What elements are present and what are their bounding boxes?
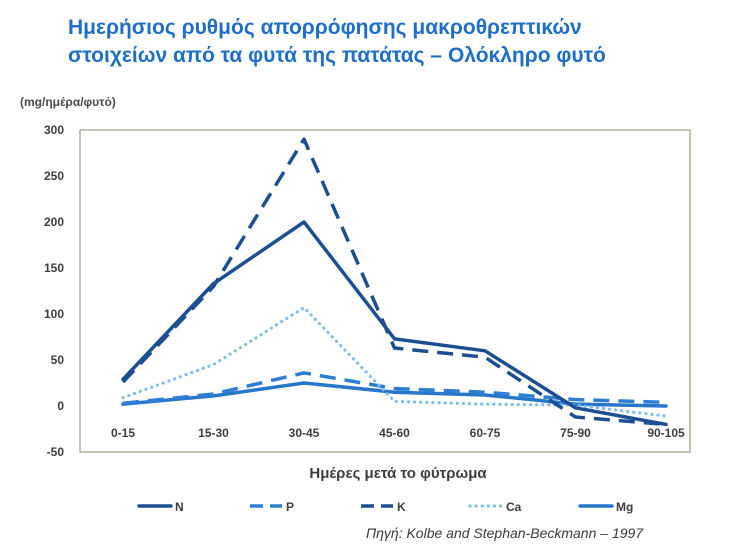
legend-label-n: N <box>175 500 184 514</box>
x-tick-label: 30-45 <box>289 426 320 440</box>
legend-label-p: P <box>286 500 294 514</box>
series-line-p <box>122 371 667 405</box>
y-tick-label: 0 <box>57 399 64 413</box>
y-tick-label: 200 <box>44 215 64 229</box>
series-line-k <box>121 137 667 427</box>
x-tick-label: 75-90 <box>560 426 591 440</box>
x-tick-label: 60-75 <box>470 426 501 440</box>
source-note: Πηγή: Kolbe and Stephan-Beckmann – 1997 <box>366 525 644 541</box>
x-tick-label: 90-105 <box>647 426 685 440</box>
y-tick-label: 50 <box>51 353 65 367</box>
chart-title-line-2: στοιχείων από τα φυτά της πατάτας – Ολόκ… <box>68 44 606 67</box>
y-tick-label: 250 <box>44 169 64 183</box>
series-line-ca <box>121 305 668 418</box>
x-tick-label: 45-60 <box>379 426 410 440</box>
y-tick-label: -50 <box>47 445 65 459</box>
x-tick-label: 0-15 <box>111 426 135 440</box>
legend-item-p: P <box>250 500 294 514</box>
legend-label-k: K <box>397 500 406 514</box>
x-axis-label: Ημέρες μετά το φύτρωμα <box>309 465 487 482</box>
y-axis-label: (mg/ημέρα/φυτό) <box>20 95 116 109</box>
legend-item-n: N <box>137 500 184 514</box>
legend-label-mg: Mg <box>616 500 633 514</box>
series-line-mg <box>121 381 668 408</box>
y-tick-label: 300 <box>44 123 64 137</box>
legend-item-ca: Ca <box>468 500 522 514</box>
x-tick-label: 15-30 <box>198 426 229 440</box>
plot-frame <box>79 129 691 453</box>
legend-label-ca: Ca <box>506 500 522 514</box>
legend-item-k: K <box>361 500 406 514</box>
chart-title: Ημερήσιος ρυθμός απορρόφησης μακροθρεπτι… <box>68 14 718 70</box>
chart-title-line-1: Ημερήσιος ρυθμός απορρόφησης μακροθρεπτι… <box>68 16 582 39</box>
y-tick-label: 150 <box>44 261 64 275</box>
legend-item-mg: Mg <box>578 500 633 514</box>
y-tick-label: 100 <box>44 307 64 321</box>
